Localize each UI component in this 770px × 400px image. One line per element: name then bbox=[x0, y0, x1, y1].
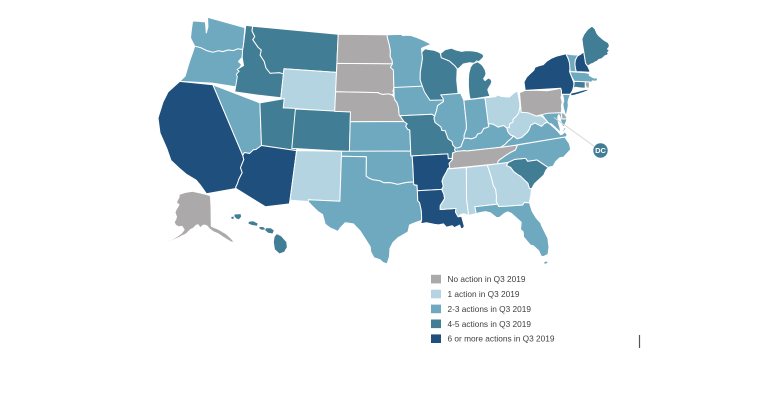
svg-text:1 action in Q3 2019: 1 action in Q3 2019 bbox=[448, 289, 520, 299]
svg-text:No action in Q3 2019: No action in Q3 2019 bbox=[448, 274, 526, 284]
svg-text:4-5 actions in Q3 2019: 4-5 actions in Q3 2019 bbox=[448, 319, 532, 329]
svg-text:DC: DC bbox=[595, 146, 606, 155]
svg-text:2-3 actions in Q3 2019: 2-3 actions in Q3 2019 bbox=[448, 304, 532, 314]
svg-text:6 or more actions in Q3 2019: 6 or more actions in Q3 2019 bbox=[448, 334, 555, 344]
